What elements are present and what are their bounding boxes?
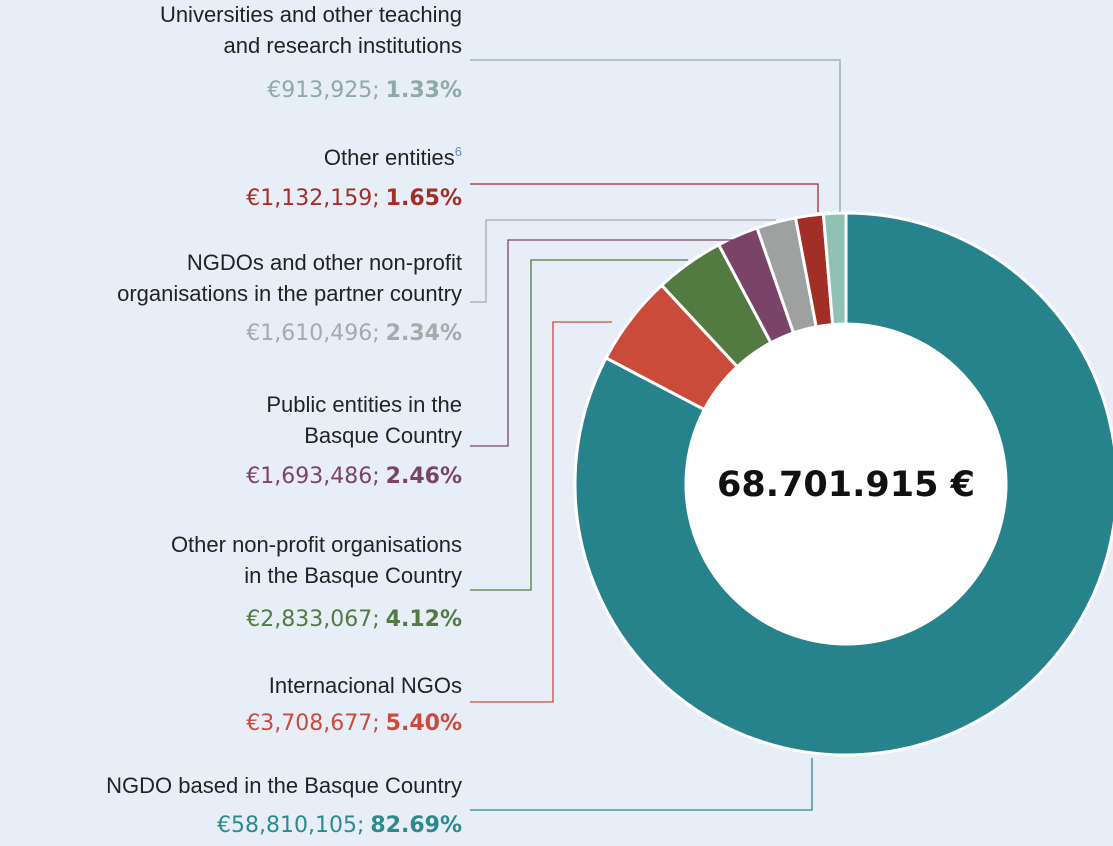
amount-label: €913,925; 1.33% <box>267 78 462 103</box>
category-label: NGDO based in the Basque Country <box>106 773 462 798</box>
amount: €913,925; <box>267 78 379 103</box>
amount: €1,693,486; <box>246 464 379 489</box>
leader-line <box>470 758 813 811</box>
leader-line <box>470 321 612 703</box>
amount: €1,610,496; <box>246 321 379 346</box>
category-label: Universities and other teaching and resea… <box>160 2 462 58</box>
slice <box>573 211 1113 757</box>
amount-label: €58,810,105; 82.69% <box>217 813 462 838</box>
percent: 5.40% <box>386 711 462 736</box>
leader-line <box>470 183 819 212</box>
amount-label: €1,610,496; 2.34% <box>246 321 462 346</box>
center-label: 68.701.915 € <box>717 465 975 505</box>
donut-hole <box>687 325 1005 643</box>
category-label: NGDOs and other non-profit organisations … <box>117 250 462 306</box>
amount-label: €3,708,677; 5.40% <box>246 711 462 736</box>
amount: €1,132,159; <box>246 186 379 211</box>
percent: 1.65% <box>386 186 462 211</box>
percent: 1.33% <box>386 78 462 103</box>
category-label: Other entities6 <box>324 144 462 170</box>
leader-line <box>470 239 738 447</box>
percent: 82.69% <box>370 813 462 838</box>
leader-line <box>470 59 841 212</box>
slice <box>821 211 848 327</box>
category-label: Other non-profit organisations in the Bas… <box>171 532 462 588</box>
footnote-mark: 6 <box>455 144 462 159</box>
amount-label: €1,132,159; 1.65% <box>246 186 462 211</box>
category-label: Public entities in the Basque Country <box>266 392 462 448</box>
percent: 4.12% <box>386 607 462 632</box>
amount-label: €1,693,486; 2.46% <box>246 464 462 489</box>
category-label: Internacional NGOs <box>269 673 462 698</box>
amount: €2,833,067; <box>246 607 379 632</box>
leader-line <box>470 219 776 303</box>
percent: 2.34% <box>386 321 462 346</box>
amount: €58,810,105; <box>217 813 364 838</box>
amount: €3,708,677; <box>246 711 379 736</box>
percent: 2.46% <box>386 464 462 489</box>
amount-label: €2,833,067; 4.12% <box>246 607 462 632</box>
leader-line <box>470 259 688 591</box>
